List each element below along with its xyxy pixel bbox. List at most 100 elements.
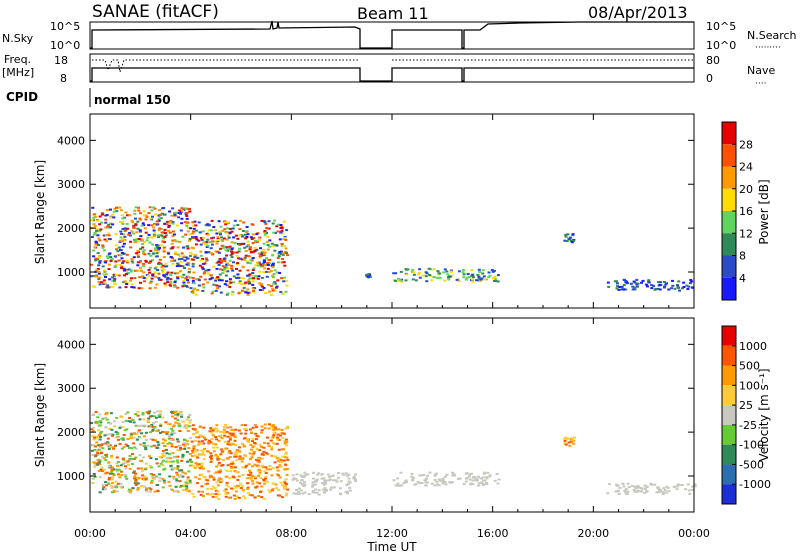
power-ytick-label: 1000: [57, 266, 85, 279]
power-echo-cell: [117, 254, 121, 257]
velocity-echo-cell: [97, 444, 101, 447]
velocity-echo-cell: [497, 478, 501, 481]
velocity-echo-cell: [188, 479, 192, 482]
velocity-echo-cell: [106, 481, 110, 484]
power-echo-cell: [133, 212, 137, 215]
power-echo-cell: [112, 216, 116, 219]
velocity-echo-cell: [255, 435, 259, 438]
power-echo-cell: [119, 209, 123, 212]
velocity-echo-cell: [159, 423, 163, 426]
velocity-echo-cell: [329, 488, 333, 491]
velocity-echo-cell: [354, 480, 358, 482]
velocity-echo-cell: [196, 443, 200, 446]
velocity-echo-cell: [207, 470, 211, 473]
velocity-echo-cell: [411, 476, 415, 479]
velocity-echo-cell: [263, 423, 267, 426]
velocity-echo-cell: [441, 482, 445, 485]
power-echo-cell: [267, 262, 271, 265]
velocity-echo-cell: [283, 440, 287, 443]
velocity-echo-cell: [283, 480, 287, 483]
velocity-echo-cell: [616, 490, 620, 493]
power-echo-cell: [284, 290, 288, 293]
velocity-echo-cell: [198, 434, 202, 437]
power-echo-cell: [185, 215, 189, 217]
velocity-echo-cell: [126, 460, 130, 463]
power-echo-cell: [182, 254, 186, 257]
velocity-echo-cell: [95, 422, 99, 425]
velocity-echo-cell: [107, 477, 111, 480]
velocity-echo-cell: [180, 459, 184, 462]
velocity-echo-cell: [450, 481, 454, 484]
velocity-echo-cell: [247, 463, 251, 466]
velocity-echo-cell: [234, 451, 238, 453]
power-echo-cell: [185, 263, 189, 266]
power-echo-cell: [248, 246, 252, 249]
power-echo-cell: [202, 236, 206, 239]
velocity-echo-cell: [172, 475, 176, 478]
power-echo-cell: [104, 218, 108, 221]
velocity-echo-cell: [138, 454, 142, 456]
power-echo-cell: [142, 277, 146, 279]
power-echo-cell: [265, 240, 269, 243]
velocity-echo-cell: [183, 484, 187, 487]
velocity-echo-cell: [264, 475, 268, 478]
power-echo-cell: [188, 238, 192, 240]
power-echo-cell: [276, 261, 280, 264]
power-echo-cell: [130, 286, 134, 289]
velocity-echo-cell: [640, 490, 644, 493]
power-echo-cell: [259, 247, 262, 250]
velocity-echo-cell: [392, 479, 396, 482]
velocity-echo-cell: [261, 457, 264, 460]
velocity-echo-cell: [473, 479, 477, 482]
power-echo-cell: [97, 256, 101, 259]
velocity-echo-cell: [199, 453, 203, 456]
power-echo-cell: [656, 281, 660, 284]
power-echo-cell: [180, 252, 184, 255]
power-echo-cell: [140, 238, 144, 241]
velocity-echo-cell: [301, 484, 305, 487]
power-echo-cell: [220, 244, 224, 247]
velocity-echo-cell: [636, 489, 640, 492]
velocity-echo-cell: [116, 473, 120, 476]
velocity-echo-cell: [201, 440, 204, 443]
power-echo-cell: [478, 271, 482, 273]
power-echo-cell: [183, 284, 187, 287]
time-tick-label: 04:00: [175, 527, 207, 540]
velocity-echo-cell: [283, 486, 286, 489]
velocity-echo-cell: [127, 463, 130, 466]
velocity-echo-cell: [120, 447, 124, 450]
velocity-echo-cell: [144, 448, 148, 451]
velocity-echo-cell: [98, 459, 102, 462]
power-echo-cell: [271, 263, 275, 266]
power-echo-cell: [155, 255, 159, 258]
velocity-echo-cell: [564, 443, 568, 446]
power-echo-cell: [231, 291, 235, 293]
nsky-label: N.Sky: [2, 32, 34, 45]
power-echo-cell: [286, 254, 290, 257]
power-echo-cell: [478, 280, 482, 283]
power-echo-cell: [238, 280, 242, 283]
power-echo-cell: [163, 232, 167, 234]
power-echo-cell: [239, 219, 242, 222]
velocity-echo-cell: [174, 446, 178, 449]
power-echo-cell: [153, 207, 157, 210]
velocity-echo-cell: [143, 475, 147, 478]
velocity-echo-cell: [128, 435, 132, 438]
power-echo-cell: [254, 264, 258, 267]
power-echo-cell: [197, 239, 201, 242]
power-echo-cell: [251, 288, 255, 291]
velocity-echo-cell: [687, 489, 691, 492]
velocity-echo-cell: [254, 438, 258, 441]
power-echo-cell: [148, 241, 152, 244]
velocity-echo-cell: [111, 476, 114, 479]
velocity-echo-cell: [252, 452, 256, 455]
velocity-echo-cell: [123, 459, 127, 462]
velocity-echo-cell: [347, 477, 351, 480]
power-echo-cell: [187, 264, 191, 267]
power-echo-cell: [111, 279, 115, 282]
velocity-echo-cell: [294, 492, 298, 495]
velocity-echo-cell: [161, 460, 165, 463]
power-echo-cell: [157, 272, 161, 275]
velocity-echo-cell: [285, 456, 289, 459]
power-echo-cell: [152, 226, 156, 229]
